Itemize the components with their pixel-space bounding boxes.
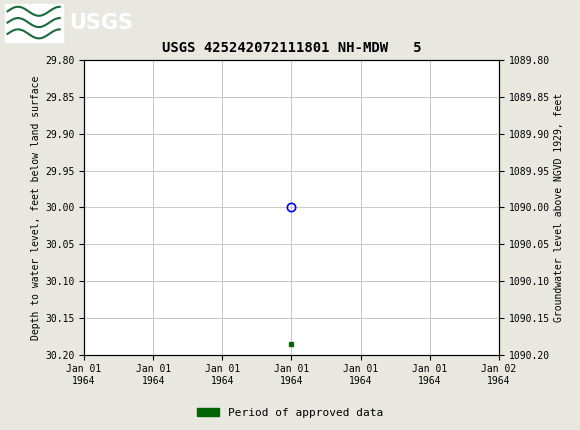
Text: USGS: USGS [70,12,133,33]
Y-axis label: Groundwater level above NGVD 1929, feet: Groundwater level above NGVD 1929, feet [554,93,564,322]
FancyBboxPatch shape [5,3,63,42]
Title: USGS 425242072111801 NH-MDW   5: USGS 425242072111801 NH-MDW 5 [162,41,421,55]
Legend: Period of approved data: Period of approved data [193,403,387,422]
Y-axis label: Depth to water level, feet below land surface: Depth to water level, feet below land su… [31,75,41,340]
